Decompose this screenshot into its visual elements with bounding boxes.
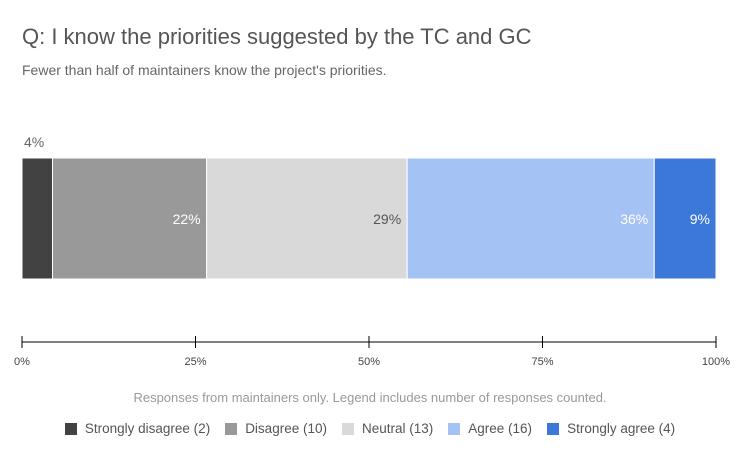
data-label: 22% bbox=[173, 211, 201, 227]
chart-subtitle: Fewer than half of maintainers know the … bbox=[22, 62, 387, 78]
x-tick-label: 0% bbox=[14, 356, 30, 368]
legend-label: Neutral (13) bbox=[361, 421, 434, 436]
data-label: 4% bbox=[24, 134, 44, 150]
legend-item: Strongly agree (4) bbox=[547, 421, 675, 436]
bar-segment bbox=[52, 157, 208, 280]
bar-segment bbox=[406, 157, 655, 280]
legend-swatch bbox=[448, 422, 461, 435]
chart-title: Q: I know the priorities suggested by th… bbox=[22, 24, 532, 49]
legend-label: Strongly agree (4) bbox=[567, 421, 676, 436]
legend-label: Agree (16) bbox=[468, 421, 533, 436]
bar-segment bbox=[653, 157, 717, 280]
legend-swatch bbox=[341, 422, 354, 435]
legend-swatch bbox=[547, 422, 560, 435]
legend-swatch bbox=[64, 422, 77, 435]
legend-item: Strongly disagree (2) bbox=[64, 421, 211, 436]
data-label: 29% bbox=[373, 211, 401, 227]
legend: Strongly disagree (2) Disagree (10) Neutra… bbox=[0, 421, 740, 436]
legend-label: Strongly disagree (2) bbox=[84, 421, 211, 436]
x-tick-label: 50% bbox=[358, 356, 380, 368]
legend-item: Disagree (10) bbox=[225, 421, 327, 436]
legend-swatch bbox=[225, 422, 238, 435]
legend-label: Disagree (10) bbox=[245, 421, 327, 436]
x-tick-label: 25% bbox=[184, 356, 206, 368]
bar-segment bbox=[21, 157, 54, 280]
legend-item: Agree (16) bbox=[448, 421, 532, 436]
data-label: 9% bbox=[690, 211, 710, 227]
x-tick-label: 75% bbox=[531, 356, 553, 368]
data-label: 36% bbox=[620, 211, 648, 227]
x-axis-title: Responses from maintainers only. Legend … bbox=[133, 390, 606, 405]
x-tick-label: 100% bbox=[702, 356, 730, 368]
legend-item: Neutral (13) bbox=[341, 421, 434, 436]
